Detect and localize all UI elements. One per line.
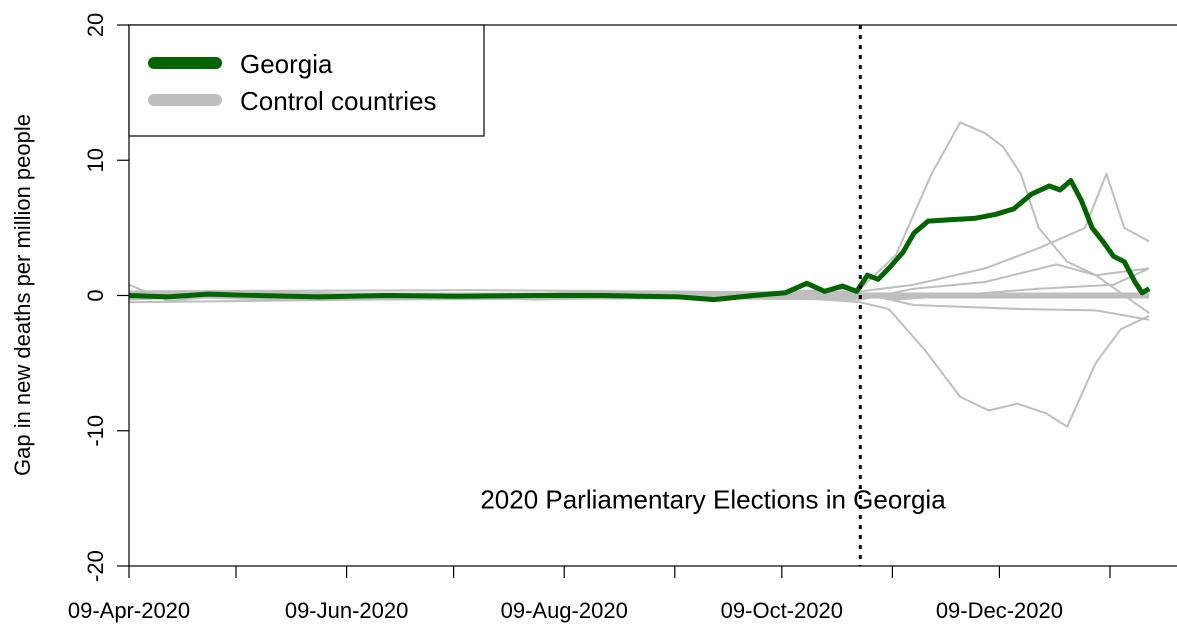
x-tick-label: 09-Aug-2020: [501, 598, 628, 623]
x-tick-label: 09-Oct-2020: [721, 598, 843, 623]
y-tick-label: 10: [83, 148, 108, 172]
x-tick-label: 09-Dec-2020: [936, 598, 1063, 623]
x-tick-label: 09-Apr-2020: [68, 598, 190, 623]
y-tick-label: -10: [83, 415, 108, 447]
georgia-series-line: [128, 178, 1151, 303]
legend-label-control: Control countries: [240, 86, 437, 116]
y-tick-label: 20: [83, 13, 108, 37]
x-tick-label: 09-Jun-2020: [285, 598, 409, 623]
control-series-line: [128, 172, 1150, 294]
y-tick-label: -20: [83, 550, 108, 582]
election-annotation: 2020 Parliamentary Elections in Georgia: [480, 484, 946, 514]
legend-box: [128, 24, 485, 137]
x-axis: 09-Apr-2020 09-Jun-2020 09-Aug-2020 09-Oct-…: [68, 566, 1111, 623]
legend: Georgia Control countries: [128, 24, 485, 137]
plot-frame: [128, 24, 1177, 567]
georgia-series-group: [128, 178, 1151, 303]
y-axis: -20 -10 0 10 20: [83, 13, 129, 582]
legend-label-georgia: Georgia: [240, 49, 333, 79]
y-axis-title: Gap in new deaths per million people: [10, 114, 35, 476]
control-series-group: [128, 121, 1150, 428]
y-tick-label: 0: [83, 289, 108, 301]
control-series-line: [128, 291, 1150, 428]
control-series-line: [128, 263, 1150, 314]
